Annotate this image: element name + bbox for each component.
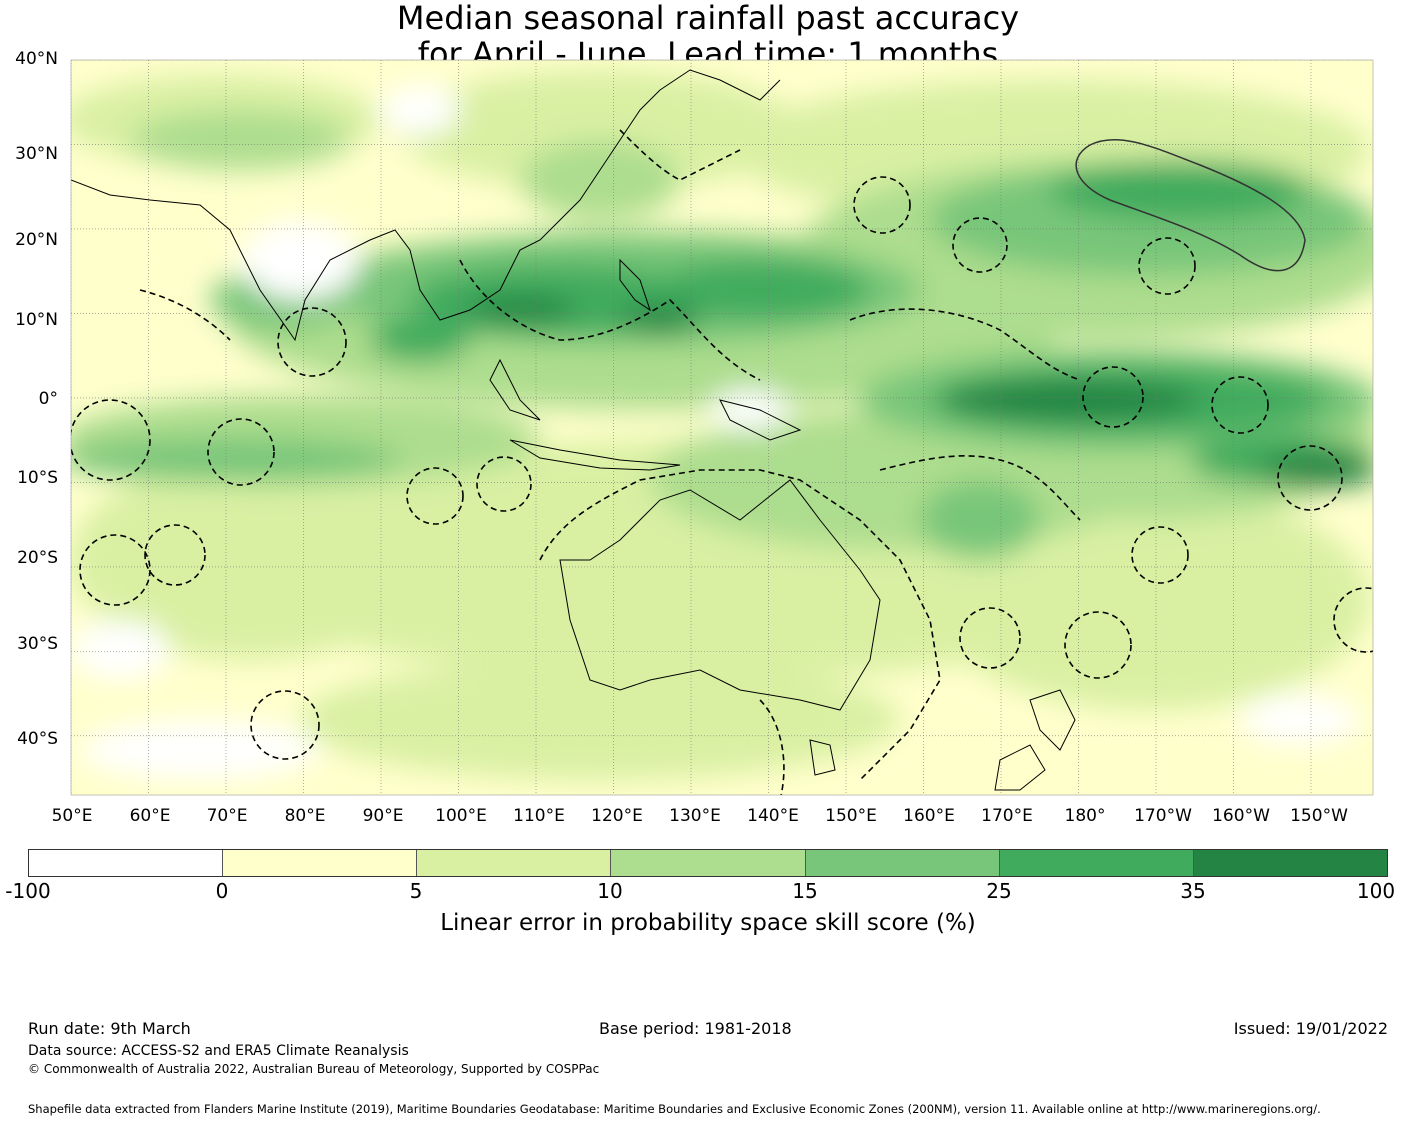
colorbar-tick: 5	[409, 879, 423, 903]
colorbar-tick: 100	[1356, 879, 1396, 903]
colorbar	[28, 849, 1388, 877]
lon-label: 140°E	[747, 806, 799, 826]
lat-label: 20°S	[17, 548, 58, 568]
shapefile-credit: Shapefile data extracted from Flanders M…	[28, 1102, 1321, 1116]
skill-map	[70, 59, 1374, 796]
hawaii-eez-boundary	[1075, 138, 1306, 272]
map-title-line-1: Median seasonal rainfall past accuracy	[396, 0, 1020, 37]
colorbar-segment	[999, 850, 1194, 876]
lon-label: 170°E	[981, 806, 1033, 826]
lon-label: 130°E	[669, 806, 721, 826]
colorbar-tick: 10	[597, 879, 623, 903]
lon-label: 100°E	[435, 806, 487, 826]
issued-date: Issued: 19/01/2022	[1233, 1019, 1388, 1038]
lon-label: 180°	[1064, 806, 1106, 826]
lon-label: 160°W	[1212, 806, 1270, 826]
map-frame	[70, 59, 1374, 796]
coastlines	[71, 69, 1076, 791]
colorbar-segment	[29, 850, 224, 876]
colorbar-segment	[805, 850, 1000, 876]
lat-label: 30°S	[17, 634, 58, 654]
skill-field	[71, 70, 1373, 780]
lon-label: 160°E	[903, 806, 955, 826]
lat-label: 40°S	[17, 729, 58, 749]
colorbar-tick: 25	[986, 879, 1012, 903]
lon-label: 150°E	[825, 806, 877, 826]
graticule	[71, 60, 1373, 795]
lat-label: 40°N	[15, 49, 58, 69]
lon-label: 80°E	[284, 806, 326, 826]
lon-label: 170°W	[1134, 806, 1192, 826]
lat-label: 0°	[38, 389, 58, 409]
colorbar-segment	[223, 850, 418, 876]
base-period: Base period: 1981-2018	[599, 1019, 792, 1038]
lon-label: 70°E	[206, 806, 248, 826]
colorbar-tick: 35	[1180, 879, 1206, 903]
colorbar-segment	[611, 850, 806, 876]
colorbar-segment	[417, 850, 612, 876]
lat-label: 10°S	[17, 468, 58, 488]
lat-label: 10°N	[15, 310, 58, 330]
eez-boundaries	[71, 129, 1373, 795]
lat-label: 30°N	[15, 144, 58, 164]
colorbar-tick: 15	[792, 879, 818, 903]
copyright: © Commonwealth of Australia 2022, Austra…	[28, 1062, 600, 1076]
colorbar-segment	[1193, 850, 1387, 876]
lon-label: 60°E	[129, 806, 171, 826]
lon-label: 50°E	[51, 806, 93, 826]
data-source: Data source: ACCESS-S2 and ERA5 Climate …	[28, 1043, 409, 1059]
lon-label: 90°E	[362, 806, 404, 826]
colorbar-tick: 0	[215, 879, 229, 903]
colorbar-tick: -100	[5, 879, 51, 903]
lon-label: 110°E	[513, 806, 565, 826]
lon-label: 120°E	[591, 806, 643, 826]
run-date: Run date: 9th March	[28, 1019, 191, 1038]
lat-label: 20°N	[15, 230, 58, 250]
lon-label: 150°W	[1290, 806, 1348, 826]
colorbar-label: Linear error in probability space skill …	[440, 910, 976, 936]
